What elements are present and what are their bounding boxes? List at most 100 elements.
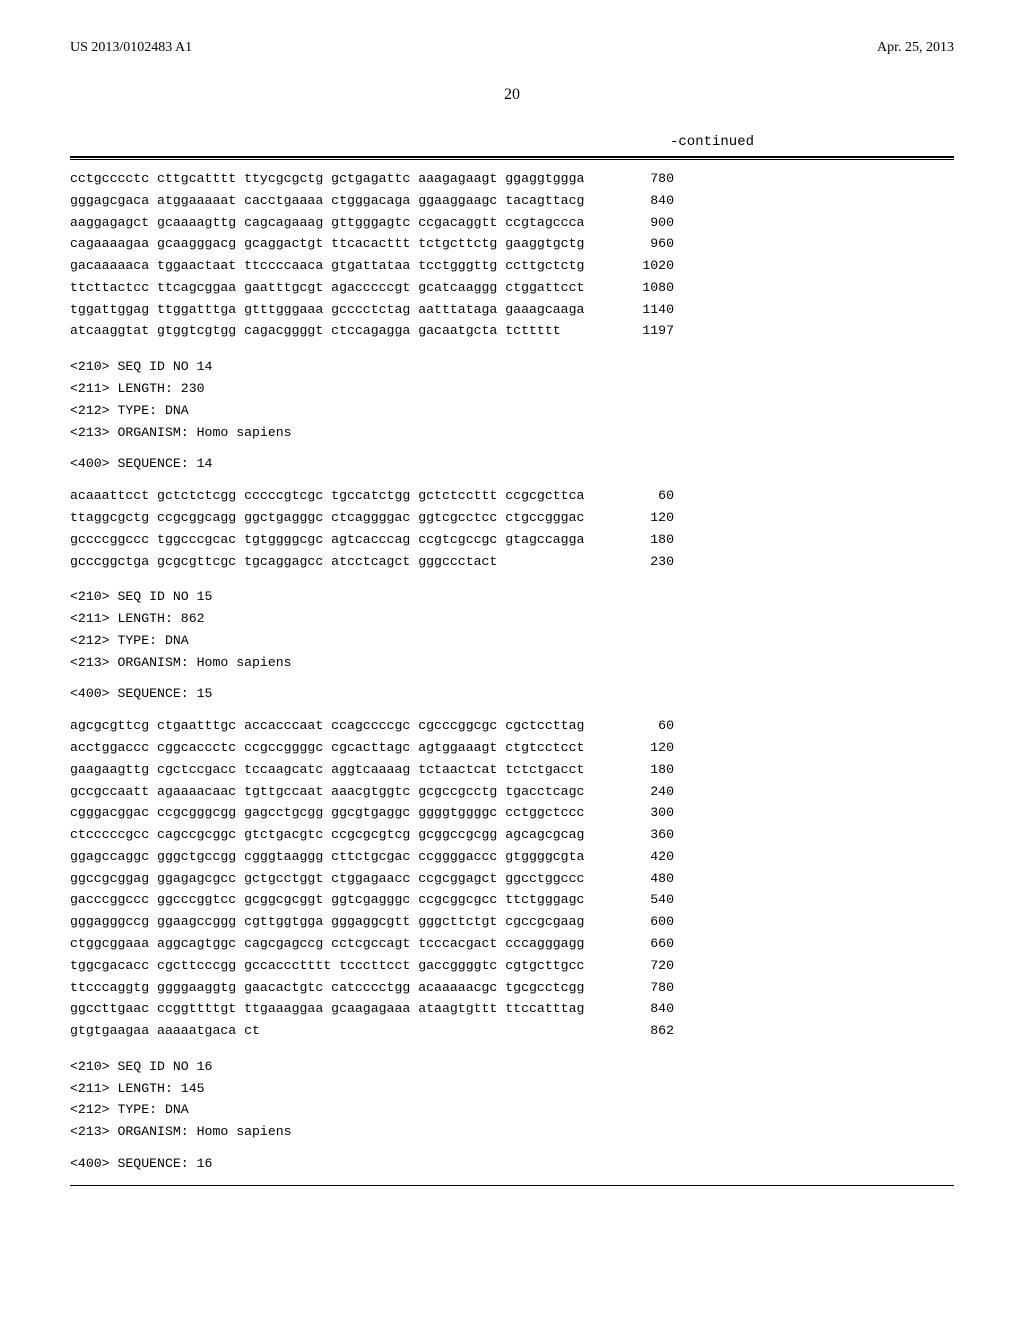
sequence-position: 780 <box>650 977 954 999</box>
sequence-text: ctggcggaaa aggcagtggc cagcgagccg cctcgcc… <box>70 933 584 955</box>
sequence-line: gccccggccc tggcccgcac tgtggggcgc agtcacc… <box>70 529 954 551</box>
sequence-text: acaaattcct gctctctcgg cccccgtcgc tgccatc… <box>70 485 584 507</box>
sequence-position: 1197 <box>642 320 954 342</box>
sequence-text: gggagggccg ggaagccggg cgttggtgga gggaggc… <box>70 911 584 933</box>
sequence-text: ttaggcgctg ccgcggcagg ggctgagggc ctcaggg… <box>70 507 584 529</box>
sequence-text: cagaaaagaa gcaagggacg gcaggactgt ttcacac… <box>70 233 584 255</box>
sequence-meta-line: <210> SEQ ID NO 15 <box>70 586 954 608</box>
page-number: 20 <box>70 86 954 104</box>
sequence-header: <400> SEQUENCE: 14 <box>70 453 954 475</box>
sequence-line: acaaattcct gctctctcgg cccccgtcgc tgccatc… <box>70 485 954 507</box>
sequence-text: aaggagagct gcaaaagttg cagcagaaag gttggga… <box>70 212 584 234</box>
sequence-content: cctgcccctc cttgcatttt ttycgcgctg gctgaga… <box>70 168 954 1175</box>
sequence-meta: <210> SEQ ID NO 16<211> LENGTH: 145<212>… <box>70 1056 954 1143</box>
sequence-meta-line: <211> LENGTH: 145 <box>70 1078 954 1100</box>
sequence-position: 230 <box>650 551 954 573</box>
sequence-text: ctcccccgcc cagccgcggc gtctgacgtc ccgcgcg… <box>70 824 584 846</box>
sequence-meta-line: <213> ORGANISM: Homo sapiens <box>70 422 954 444</box>
sequence-position: 540 <box>650 889 954 911</box>
sequence-position: 720 <box>650 955 954 977</box>
sequence-meta: <210> SEQ ID NO 14<211> LENGTH: 230<212>… <box>70 356 954 443</box>
sequence-line: tggattggag ttggatttga gtttgggaaa gcccctc… <box>70 299 954 321</box>
sequence-text: ggagccaggc gggctgccgg cgggtaaggg cttctgc… <box>70 846 584 868</box>
sequence-position: 840 <box>650 998 954 1020</box>
sequence-meta-line: <211> LENGTH: 230 <box>70 378 954 400</box>
sequence-line: gggagggccg ggaagccggg cgttggtgga gggaggc… <box>70 911 954 933</box>
sequence-position: 1080 <box>642 277 954 299</box>
continued-label: -continued <box>70 134 954 150</box>
rule-bottom <box>70 1185 954 1186</box>
sequence-text: ttcttactcc ttcagcggaa gaatttgcgt agacccc… <box>70 277 584 299</box>
sequence-text: cctgcccctc cttgcatttt ttycgcgctg gctgaga… <box>70 168 584 190</box>
sequence-text: ttcccaggtg ggggaaggtg gaacactgtc catcccc… <box>70 977 584 999</box>
publication-date: Apr. 25, 2013 <box>877 40 954 56</box>
sequence-line: gacaaaaaca tggaactaat ttccccaaca gtgatta… <box>70 255 954 277</box>
sequence-line: ttcccaggtg ggggaaggtg gaacactgtc catcccc… <box>70 977 954 999</box>
page-header: US 2013/0102483 A1 Apr. 25, 2013 <box>70 40 954 56</box>
sequence-position: 1020 <box>642 255 954 277</box>
sequence-line: gggagcgaca atggaaaaat cacctgaaaa ctgggac… <box>70 190 954 212</box>
sequence-line: ttaggcgctg ccgcggcagg ggctgagggc ctcaggg… <box>70 507 954 529</box>
sequence-position: 960 <box>650 233 954 255</box>
sequence-position: 420 <box>650 846 954 868</box>
sequence-text: tggcgacacc cgcttcccgg gccaccctttt tccctt… <box>70 955 584 977</box>
sequence-meta-line: <213> ORGANISM: Homo sapiens <box>70 652 954 674</box>
sequence-text: gacccggccc ggcccggtcc gcggcgcggt ggtcgag… <box>70 889 584 911</box>
sequence-line: ggccttgaac ccggttttgt ttgaaaggaa gcaagag… <box>70 998 954 1020</box>
sequence-meta-line: <211> LENGTH: 862 <box>70 608 954 630</box>
sequence-line: ggagccaggc gggctgccgg cgggtaaggg cttctgc… <box>70 846 954 868</box>
sequence-line: ctcccccgcc cagccgcggc gtctgacgtc ccgcgcg… <box>70 824 954 846</box>
sequence-position: 180 <box>650 529 954 551</box>
sequence-line: gccgccaatt agaaaacaac tgttgccaat aaacgtg… <box>70 781 954 803</box>
sequence-text: ggccttgaac ccggttttgt ttgaaaggaa gcaagag… <box>70 998 584 1020</box>
sequence-line: tggcgacacc cgcttcccgg gccaccctttt tccctt… <box>70 955 954 977</box>
sequence-position: 300 <box>650 802 954 824</box>
sequence-position: 780 <box>650 168 954 190</box>
sequence-meta-line: <212> TYPE: DNA <box>70 400 954 422</box>
sequence-line: gtgtgaagaa aaaaatgaca ct 862 <box>70 1020 954 1042</box>
sequence-line: ggccgcggag ggagagcgcc gctgcctggt ctggaga… <box>70 868 954 890</box>
sequence-meta: <210> SEQ ID NO 15<211> LENGTH: 862<212>… <box>70 586 954 673</box>
sequence-line: atcaaggtat gtggtcgtgg cagacggggt ctccaga… <box>70 320 954 342</box>
sequence-text: acctggaccc cggcaccctc ccgccggggc cgcactt… <box>70 737 584 759</box>
sequence-header: <400> SEQUENCE: 16 <box>70 1153 954 1175</box>
sequence-text: agcgcgttcg ctgaatttgc accacccaat ccagccc… <box>70 715 584 737</box>
sequence-position: 480 <box>650 868 954 890</box>
sequence-line: agcgcgttcg ctgaatttgc accacccaat ccagccc… <box>70 715 954 737</box>
sequence-text: gcccggctga gcgcgttcgc tgcaggagcc atcctca… <box>70 551 497 573</box>
sequence-text: gggagcgaca atggaaaaat cacctgaaaa ctgggac… <box>70 190 584 212</box>
sequence-position: 180 <box>650 759 954 781</box>
sequence-meta-line: <213> ORGANISM: Homo sapiens <box>70 1121 954 1143</box>
sequence-text: gccgccaatt agaaaacaac tgttgccaat aaacgtg… <box>70 781 584 803</box>
sequence-text: gacaaaaaca tggaactaat ttccccaaca gtgatta… <box>70 255 584 277</box>
sequence-text: gaagaagttg cgctccgacc tccaagcatc aggtcaa… <box>70 759 584 781</box>
sequence-position: 120 <box>650 507 954 529</box>
sequence-line: ctggcggaaa aggcagtggc cagcgagccg cctcgcc… <box>70 933 954 955</box>
rule-top <box>70 156 954 160</box>
sequence-line: cgggacggac ccgcgggcgg gagcctgcgg ggcgtga… <box>70 802 954 824</box>
sequence-position: 900 <box>650 212 954 234</box>
sequence-meta-line: <212> TYPE: DNA <box>70 630 954 652</box>
sequence-line: cctgcccctc cttgcatttt ttycgcgctg gctgaga… <box>70 168 954 190</box>
sequence-line: acctggaccc cggcaccctc ccgccggggc cgcactt… <box>70 737 954 759</box>
sequence-header: <400> SEQUENCE: 15 <box>70 683 954 705</box>
sequence-line: gcccggctga gcgcgttcgc tgcaggagcc atcctca… <box>70 551 954 573</box>
sequence-line: cagaaaagaa gcaagggacg gcaggactgt ttcacac… <box>70 233 954 255</box>
sequence-position: 60 <box>658 485 954 507</box>
sequence-position: 60 <box>658 715 954 737</box>
sequence-text: gtgtgaagaa aaaaatgaca ct <box>70 1020 260 1042</box>
sequence-position: 660 <box>650 933 954 955</box>
sequence-text: cgggacggac ccgcgggcgg gagcctgcgg ggcgtga… <box>70 802 584 824</box>
sequence-position: 600 <box>650 911 954 933</box>
sequence-position: 240 <box>650 781 954 803</box>
sequence-text: tggattggag ttggatttga gtttgggaaa gcccctc… <box>70 299 584 321</box>
sequence-position: 360 <box>650 824 954 846</box>
sequence-line: aaggagagct gcaaaagttg cagcagaaag gttggga… <box>70 212 954 234</box>
sequence-line: gaagaagttg cgctccgacc tccaagcatc aggtcaa… <box>70 759 954 781</box>
sequence-meta-line: <212> TYPE: DNA <box>70 1099 954 1121</box>
sequence-line: ttcttactcc ttcagcggaa gaatttgcgt agacccc… <box>70 277 954 299</box>
sequence-position: 862 <box>650 1020 954 1042</box>
sequence-line: gacccggccc ggcccggtcc gcggcgcggt ggtcgag… <box>70 889 954 911</box>
sequence-position: 120 <box>650 737 954 759</box>
sequence-meta-line: <210> SEQ ID NO 16 <box>70 1056 954 1078</box>
